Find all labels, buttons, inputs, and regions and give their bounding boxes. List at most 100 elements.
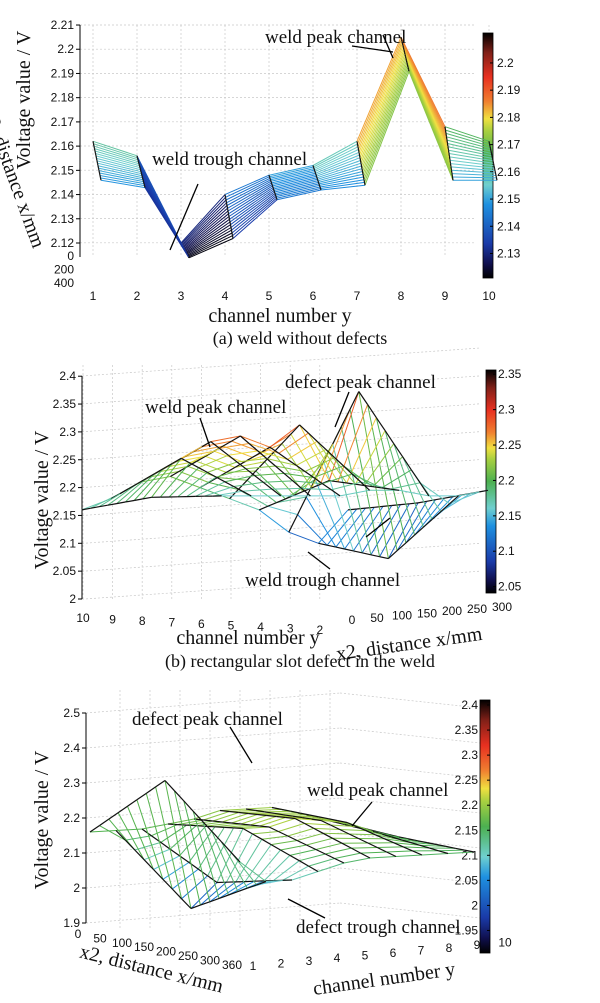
z-tick-label: 2.16 (51, 139, 75, 153)
surface-line (116, 478, 147, 504)
surface-line (197, 827, 225, 870)
channel-ridge-line (451, 176, 454, 181)
surface-line (186, 224, 231, 254)
z-tick-label: 2.15 (51, 163, 75, 177)
channel-tick-label: 3 (306, 954, 313, 968)
channel-ridge-line (347, 508, 357, 511)
channel-ridge-line (274, 194, 277, 197)
channel-tick-label: 6 (198, 617, 205, 631)
surface-line (226, 180, 272, 206)
channel-ridge-line (351, 473, 362, 483)
surface-line (314, 149, 359, 171)
channel-tick-label: 9 (442, 289, 449, 303)
z-axis-title: Voltage value / V (31, 430, 53, 569)
channel-ridge-line (214, 826, 225, 828)
channel-tick-label: 2 (316, 623, 323, 637)
channel-ridge-line (240, 823, 251, 826)
annotation-pointer (382, 34, 394, 59)
channel-ridge-line (417, 840, 428, 844)
channel-ridge-line (495, 175, 498, 179)
surface-line (140, 476, 171, 483)
channel-ridge-line (431, 511, 442, 520)
channel-ridge-line (402, 47, 405, 51)
channel-ridge-line (384, 430, 395, 445)
surface-line (242, 488, 273, 492)
z-tick-label: 2.2 (59, 481, 76, 495)
channel-ridge-line (226, 208, 229, 212)
channel-ridge-line (406, 64, 409, 68)
surface-line (272, 860, 300, 881)
gridline (81, 347, 481, 377)
surface-line (229, 498, 260, 511)
channel-ridge-line (210, 441, 220, 449)
surface-line (127, 806, 154, 870)
channel-ridge-line (429, 847, 439, 852)
surface-line (372, 456, 403, 488)
surface-line (209, 881, 237, 903)
channel-ridge-line (169, 848, 180, 857)
gridline (81, 459, 481, 488)
channel-ridge-line (288, 514, 299, 533)
surface-line (451, 173, 497, 176)
channel-ridge-line (254, 475, 264, 483)
channel-ridge-line (490, 150, 493, 154)
surface-line (358, 45, 404, 153)
z-axis-title: Voltage value / V (31, 750, 53, 889)
channel-ridge-line (479, 489, 489, 493)
channel-ridge-line (137, 161, 140, 164)
surface-line (248, 443, 279, 454)
surface-line (151, 457, 182, 498)
surface-line (352, 506, 384, 552)
surface-line (270, 169, 315, 181)
channel-ridge-line (346, 821, 357, 828)
channel-ridge-line (358, 391, 369, 405)
channel-ridge-line (230, 230, 233, 234)
channel-ridge-line (172, 457, 182, 464)
x2-tick-label: 0 (67, 249, 74, 263)
channel-ridge-line (387, 550, 398, 560)
channel-tick-label: 2 (134, 289, 141, 303)
surface-line (344, 507, 375, 550)
channel-ridge-line (362, 176, 365, 180)
surface-line (339, 829, 366, 832)
channel-ridge-line (491, 158, 494, 161)
annotation-weld-peak: weld peak channel (265, 27, 406, 48)
channel-ridge-line (414, 526, 424, 536)
channel-ridge-line (187, 256, 190, 259)
channel-ridge-line (211, 830, 222, 843)
surface-line (304, 822, 331, 826)
channel-ridge-line (449, 160, 452, 164)
channel-ridge-line (313, 168, 316, 171)
surface-line (322, 473, 353, 485)
channel-ridge-line (311, 818, 322, 822)
channel-ridge-line (311, 483, 321, 489)
channel-ridge-line (229, 489, 239, 500)
z-tick-label: 2.13 (51, 212, 75, 226)
surface-line (224, 475, 255, 483)
colorbar-tick-label: 2 (471, 898, 478, 912)
surface-line (98, 170, 144, 181)
channel-ridge-line (281, 433, 292, 444)
channel-ridge-line (445, 133, 448, 137)
channel-axis-title: channel number y (208, 305, 351, 327)
channel-ridge-line (270, 182, 273, 185)
gridline (81, 570, 481, 600)
channel-ridge-line (302, 817, 312, 820)
surface-line (192, 810, 220, 899)
surface-line (292, 480, 323, 485)
surface-line (188, 826, 216, 863)
surface-line (149, 470, 180, 478)
surface-line (100, 179, 146, 189)
surface-line (227, 182, 272, 209)
channel-ridge-line (400, 503, 410, 506)
gridline (81, 542, 481, 572)
surface-line (224, 824, 251, 828)
channel-ridge-line (138, 163, 141, 166)
z-tick-label: 2.2 (57, 42, 74, 56)
channel-ridge-line (99, 175, 102, 179)
channel-ridge-line (219, 809, 230, 813)
x2-tick-label: 0 (75, 927, 82, 941)
z-tick-label: 1.9 (63, 916, 80, 930)
surface-line (205, 822, 232, 827)
channel-ridge-line (270, 844, 281, 851)
